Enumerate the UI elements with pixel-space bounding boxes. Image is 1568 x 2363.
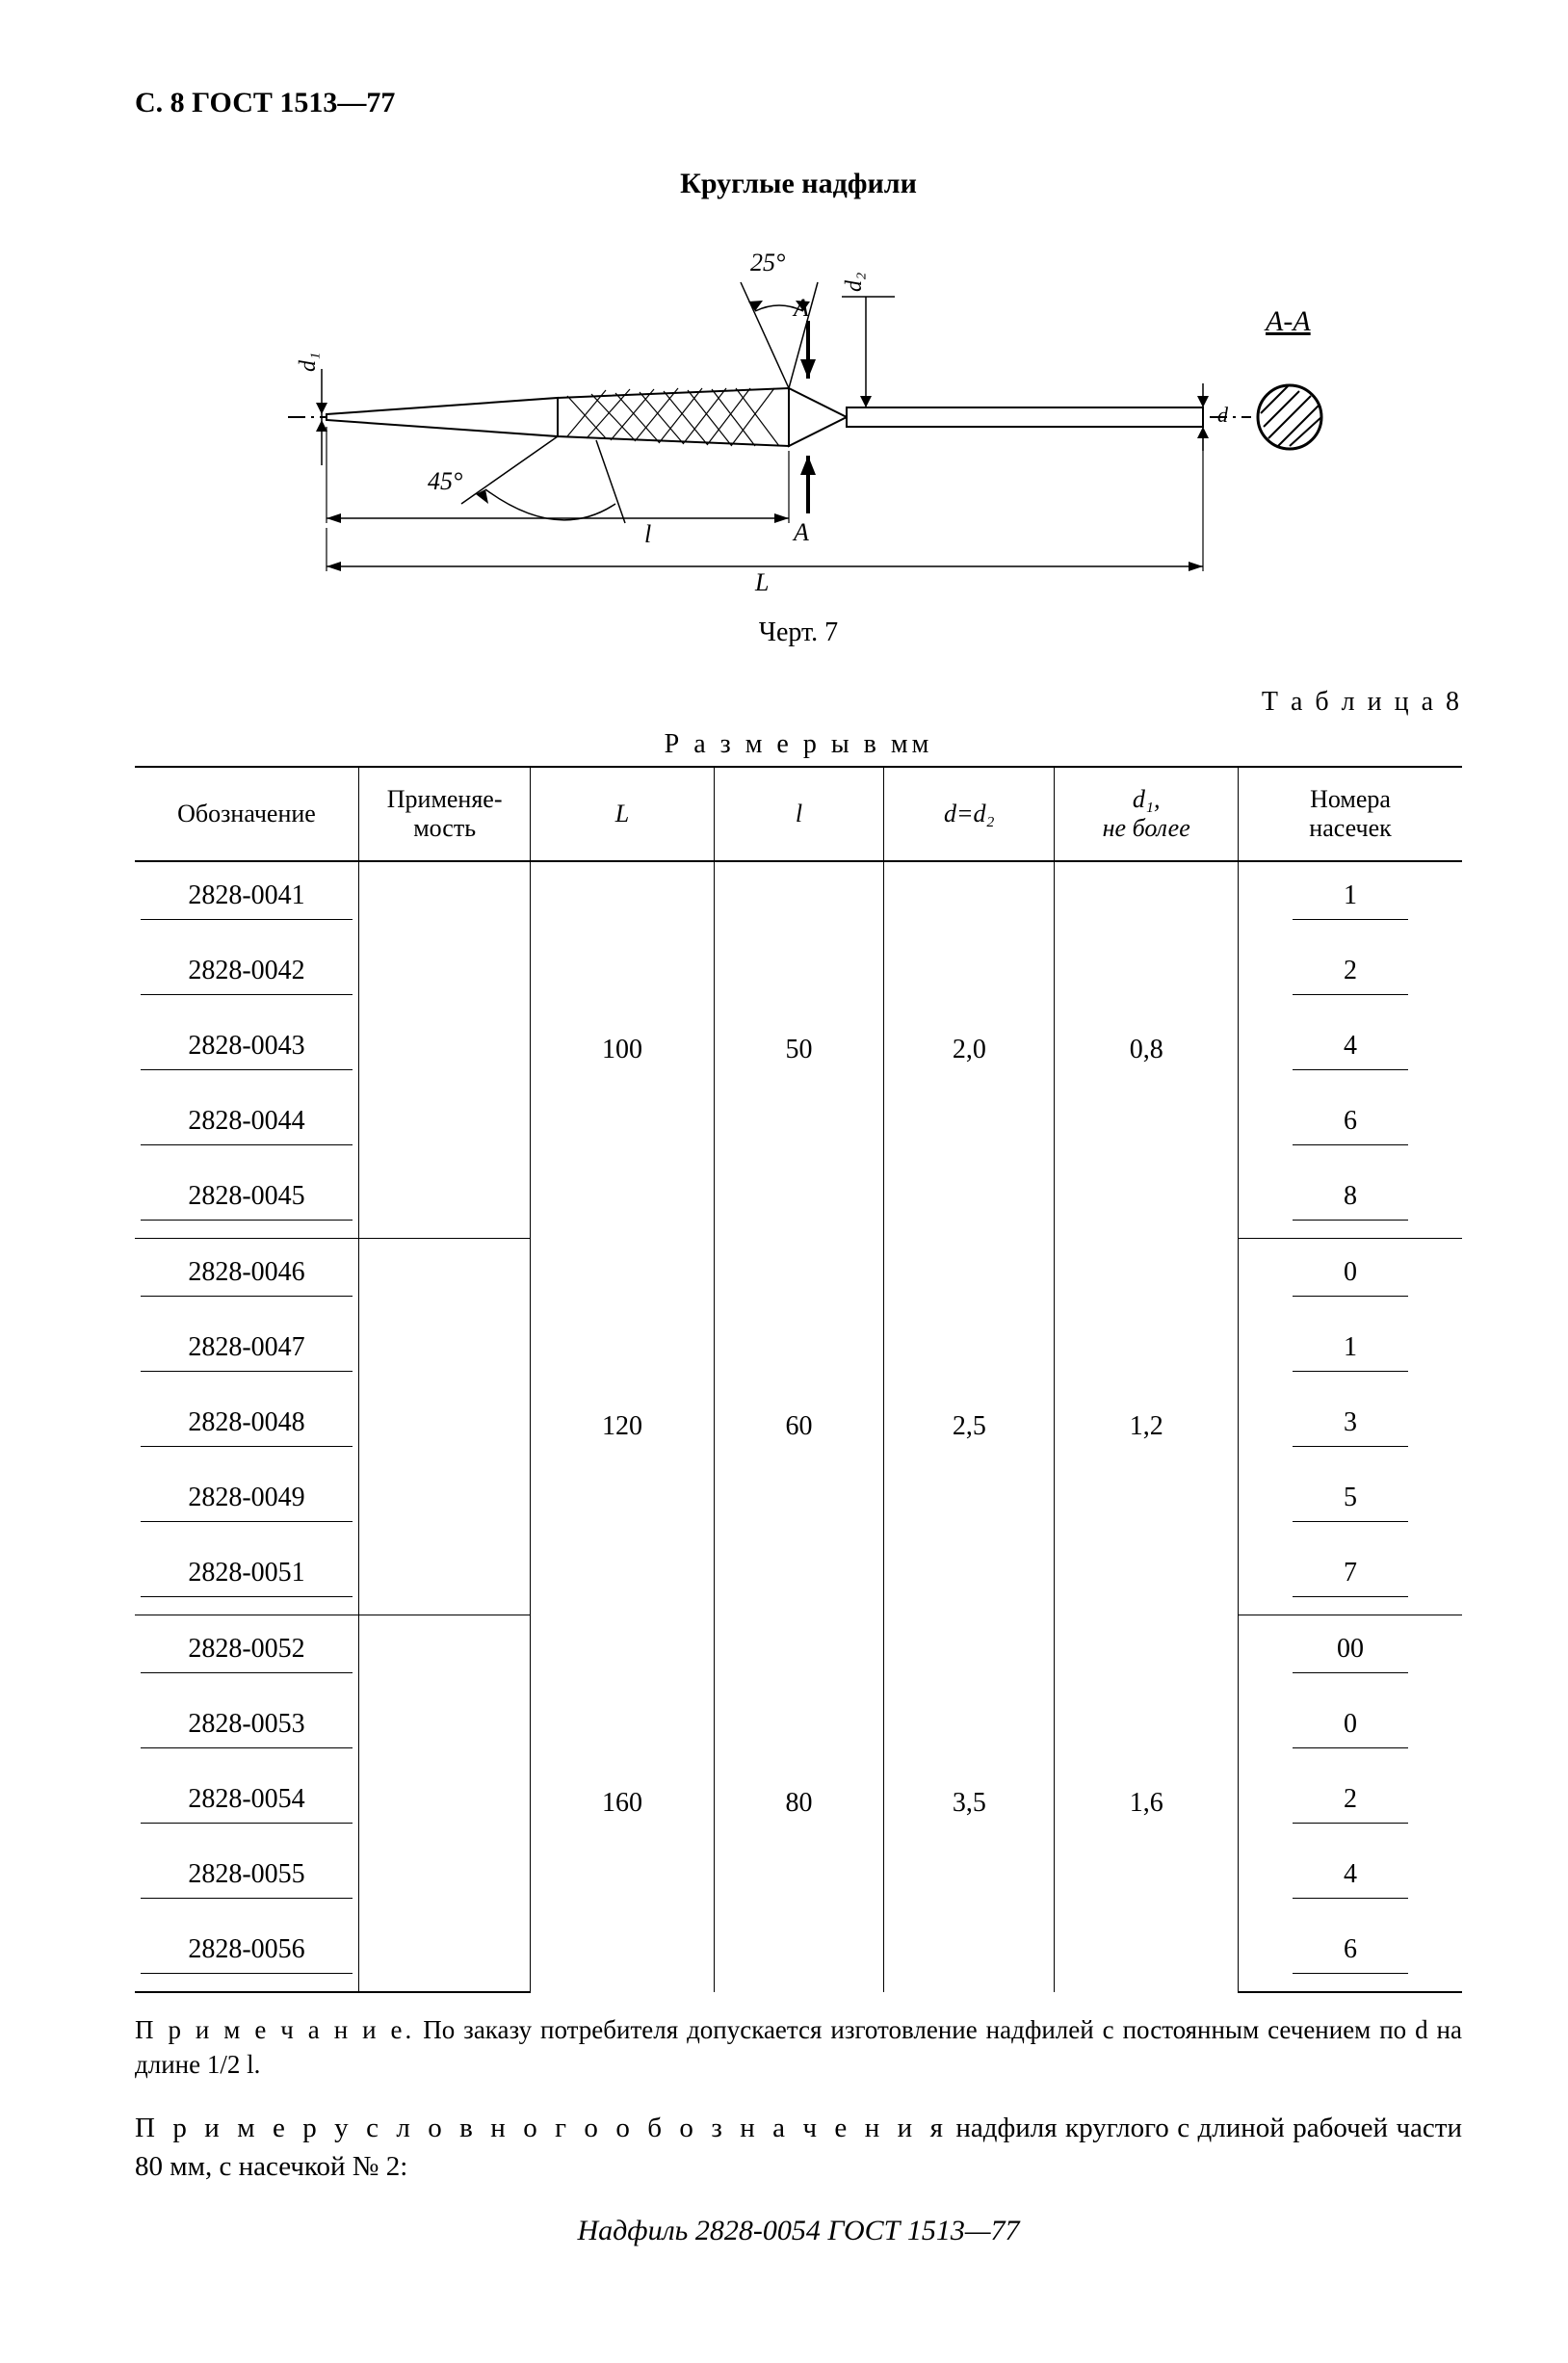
note-label: П р и м е ч а н и е. bbox=[135, 2015, 414, 2044]
units-line: Р а з м е р ы в мм bbox=[135, 729, 1462, 760]
th-notches: Номера насечек bbox=[1239, 767, 1462, 861]
example-designation: Надфиль 2828-0054 ГОСТ 1513—77 bbox=[135, 2215, 1462, 2247]
cell-applicability bbox=[359, 1464, 531, 1539]
cell-designation: 2828-0041 bbox=[135, 861, 359, 937]
cell-applicability bbox=[359, 1916, 531, 1992]
cell-designation: 2828-0043 bbox=[135, 1012, 359, 1088]
cell-notch: 2 bbox=[1239, 937, 1462, 1012]
cell-notch: 0 bbox=[1239, 1691, 1462, 1766]
note-paragraph: П р и м е ч а н и е. По заказу потребите… bbox=[135, 2012, 1462, 2083]
cell-designation: 2828-0049 bbox=[135, 1464, 359, 1539]
cell-L: 160 bbox=[531, 1615, 714, 1993]
label-angle-45: 45° bbox=[428, 467, 462, 495]
label-A-top: A bbox=[792, 294, 809, 322]
table-number: Т а б л и ц а 8 bbox=[135, 687, 1462, 718]
cell-notch: 4 bbox=[1239, 1012, 1462, 1088]
cell-notch: 4 bbox=[1239, 1841, 1462, 1916]
th-designation: Обозначение bbox=[135, 767, 359, 861]
cell-applicability bbox=[359, 937, 531, 1012]
cell-d1: 1,6 bbox=[1055, 1615, 1239, 1993]
th-d: d=d₂ bbox=[884, 767, 1055, 861]
cell-l: 50 bbox=[714, 861, 884, 1239]
cell-applicability bbox=[359, 1389, 531, 1464]
cell-applicability bbox=[359, 1314, 531, 1389]
table-header-row: Обозначение Применяе- мость L l d=d₂ d₁,… bbox=[135, 767, 1462, 861]
cell-designation: 2828-0052 bbox=[135, 1615, 359, 1692]
th-applicability: Применяе- мость bbox=[359, 767, 531, 861]
example-paragraph: П р и м е р у с л о в н о г о о б о з н … bbox=[135, 2109, 1462, 2187]
cell-applicability bbox=[359, 1766, 531, 1841]
cell-designation: 2828-0054 bbox=[135, 1766, 359, 1841]
cell-l: 80 bbox=[714, 1615, 884, 1993]
cell-notch: 6 bbox=[1239, 1916, 1462, 1992]
label-A-bottom: A bbox=[792, 518, 809, 546]
th-L: L bbox=[531, 767, 714, 861]
table-row: 2828-0046120602,51,20 bbox=[135, 1239, 1462, 1315]
cell-notch: 1 bbox=[1239, 861, 1462, 937]
th-l: l bbox=[714, 767, 884, 861]
dimensions-table: Обозначение Применяе- мость L l d=d₂ d₁,… bbox=[135, 766, 1462, 1993]
cell-designation: 2828-0045 bbox=[135, 1163, 359, 1239]
section-title: Круглые надфили bbox=[135, 168, 1462, 200]
page-header: С. 8 ГОСТ 1513—77 bbox=[135, 87, 1462, 119]
cell-designation: 2828-0046 bbox=[135, 1239, 359, 1315]
label-angle-25: 25° bbox=[750, 249, 785, 276]
drawing-svg: d 25° A A d₂ d₁ 45° bbox=[269, 224, 1328, 591]
cell-applicability bbox=[359, 1012, 531, 1088]
cell-applicability bbox=[359, 1239, 531, 1315]
cell-designation: 2828-0055 bbox=[135, 1841, 359, 1916]
cell-applicability bbox=[359, 1615, 531, 1692]
cell-notch: 00 bbox=[1239, 1615, 1462, 1692]
cell-notch: 6 bbox=[1239, 1088, 1462, 1163]
cell-applicability bbox=[359, 1691, 531, 1766]
cell-designation: 2828-0056 bbox=[135, 1916, 359, 1992]
label-d1: d₁ bbox=[296, 353, 321, 372]
table-row: 2828-0052160803,51,600 bbox=[135, 1615, 1462, 1692]
cell-notch: 3 bbox=[1239, 1389, 1462, 1464]
section-label: A-A bbox=[1264, 305, 1311, 337]
cell-applicability bbox=[359, 1163, 531, 1239]
label-l: l bbox=[644, 520, 651, 548]
cell-l: 60 bbox=[714, 1239, 884, 1615]
cell-notch: 1 bbox=[1239, 1314, 1462, 1389]
label-d2: d₂ bbox=[842, 273, 867, 292]
cell-notch: 7 bbox=[1239, 1539, 1462, 1615]
cell-d: 2,0 bbox=[884, 861, 1055, 1239]
th-d1: d₁, не более bbox=[1055, 767, 1239, 861]
label-L: L bbox=[754, 568, 769, 591]
cell-applicability bbox=[359, 861, 531, 937]
label-d: d bbox=[1217, 403, 1229, 427]
cell-d: 3,5 bbox=[884, 1615, 1055, 1993]
cell-applicability bbox=[359, 1841, 531, 1916]
cell-designation: 2828-0047 bbox=[135, 1314, 359, 1389]
example-label: П р и м е р у с л о в н о г о о б о з н … bbox=[135, 2113, 948, 2143]
cell-designation: 2828-0044 bbox=[135, 1088, 359, 1163]
cell-notch: 5 bbox=[1239, 1464, 1462, 1539]
cell-applicability bbox=[359, 1088, 531, 1163]
cell-notch: 0 bbox=[1239, 1239, 1462, 1315]
cell-designation: 2828-0048 bbox=[135, 1389, 359, 1464]
cell-designation: 2828-0053 bbox=[135, 1691, 359, 1766]
cell-designation: 2828-0051 bbox=[135, 1539, 359, 1615]
figure-caption: Черт. 7 bbox=[135, 617, 1462, 648]
cell-applicability bbox=[359, 1539, 531, 1615]
cell-notch: 2 bbox=[1239, 1766, 1462, 1841]
cell-d1: 1,2 bbox=[1055, 1239, 1239, 1615]
technical-drawing: d 25° A A d₂ d₁ 45° bbox=[135, 224, 1462, 598]
cell-notch: 8 bbox=[1239, 1163, 1462, 1239]
cell-d: 2,5 bbox=[884, 1239, 1055, 1615]
cell-L: 100 bbox=[531, 861, 714, 1239]
cell-L: 120 bbox=[531, 1239, 714, 1615]
cell-designation: 2828-0042 bbox=[135, 937, 359, 1012]
cell-d1: 0,8 bbox=[1055, 861, 1239, 1239]
table-row: 2828-0041100502,00,81 bbox=[135, 861, 1462, 937]
